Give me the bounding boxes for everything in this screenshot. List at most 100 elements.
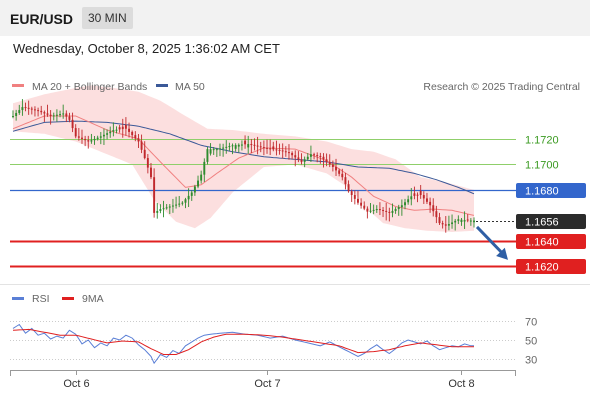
candle-body (309, 154, 312, 157)
candle-body (460, 219, 463, 222)
resistance-tag (516, 183, 586, 198)
x-axis-tick-label: Oct 7 (254, 378, 280, 390)
candle-body (388, 211, 391, 213)
rsi-tick-label: 30 (525, 355, 537, 367)
candle-body (84, 138, 87, 141)
candle-body (407, 199, 410, 203)
candle-body (131, 131, 134, 136)
candle-body (369, 210, 372, 212)
candle-body (55, 114, 58, 116)
candle-body (206, 149, 209, 162)
candle-body (338, 170, 341, 174)
candle-body (140, 141, 143, 150)
candle-body (394, 209, 397, 211)
candle-body (341, 173, 344, 178)
candle-body (37, 110, 40, 112)
candle-body (400, 205, 403, 208)
candle-body (128, 128, 130, 132)
candle-body (288, 152, 290, 154)
candle-body (15, 113, 18, 116)
candle-body (350, 191, 353, 196)
resistance-tag-label: 1.1680 (525, 186, 559, 198)
candle-body (419, 190, 422, 196)
candle-body (294, 155, 297, 158)
candle-body (68, 116, 71, 120)
support-tag (516, 234, 586, 249)
symbol-title: EUR/USD (10, 11, 74, 27)
candle-body (275, 149, 278, 151)
candle-body (272, 146, 275, 150)
candle-body (244, 140, 247, 145)
candle-body (115, 129, 118, 131)
last-price-tag (516, 214, 586, 229)
candle-body (81, 137, 83, 139)
candle-body (360, 202, 363, 206)
candle-body (375, 209, 378, 211)
candle-body (49, 114, 52, 116)
candle-body (347, 184, 350, 192)
candle-body (162, 208, 165, 210)
candle-body (319, 155, 322, 157)
candle-body (297, 157, 300, 160)
legend-swatch-rsi (12, 297, 24, 300)
candle-body (240, 144, 243, 146)
legend-swatch-ma50 (156, 84, 168, 87)
rsi-9ma-line (12, 328, 474, 355)
candle-body (262, 147, 265, 149)
forecast-arrow-shaft (475, 225, 506, 256)
candle-body (231, 145, 234, 147)
candle-body (219, 148, 221, 150)
timeframe-button[interactable]: 30 MIN (82, 7, 133, 29)
x-axis-tick-label: Oct 6 (63, 378, 89, 390)
candle-body (253, 144, 256, 146)
candle-body (65, 113, 68, 117)
candle-body (397, 207, 400, 210)
candle-body (306, 156, 309, 160)
candle-body (33, 109, 36, 111)
candle-body (43, 112, 46, 114)
candle-body (187, 195, 190, 200)
candle-body (228, 146, 231, 148)
candle-body (109, 131, 112, 134)
candle-body (209, 149, 212, 154)
top-bar: EUR/USD 30 MIN (0, 0, 590, 36)
candle-body (344, 177, 347, 185)
candle-body (24, 107, 27, 109)
forecast-arrow-head (496, 247, 508, 260)
candle-body (234, 145, 237, 149)
ma50-line (12, 120, 475, 195)
candle-body (99, 136, 102, 138)
bollinger-band-area (13, 85, 474, 233)
rsi-line (12, 323, 474, 365)
legend-swatch-ma20 (12, 84, 24, 87)
candle-body (112, 130, 115, 132)
candle-body (59, 114, 62, 116)
candle-body (466, 219, 469, 221)
candle-body (212, 149, 215, 151)
candle-body (40, 110, 43, 113)
candle-body (413, 193, 416, 196)
candle-body (143, 149, 146, 159)
candle-body (410, 196, 413, 200)
credit-text: Research © 2025 Trading Central (423, 81, 580, 93)
candle-body (106, 133, 109, 135)
candle-body (416, 194, 419, 196)
candle-body (269, 148, 272, 150)
candle-body (93, 138, 96, 141)
candle-body (171, 205, 174, 207)
candle-body (404, 202, 406, 206)
candle-body (451, 222, 454, 225)
candle-body (237, 144, 240, 147)
candle-body (300, 159, 303, 162)
support-tag-label: 1.1640 (525, 237, 559, 249)
legend-swatch-9ma (62, 297, 74, 300)
candle-body (357, 198, 359, 203)
candle-body (473, 220, 475, 223)
candle-body (432, 205, 435, 212)
candle-body (190, 192, 193, 196)
ma20-line (12, 115, 475, 216)
candle-body (425, 198, 428, 202)
candle-body (197, 180, 199, 187)
report-datetime: Wednesday, October 8, 2025 1:36:02 AM CE… (13, 41, 280, 56)
candle-body (447, 224, 450, 226)
